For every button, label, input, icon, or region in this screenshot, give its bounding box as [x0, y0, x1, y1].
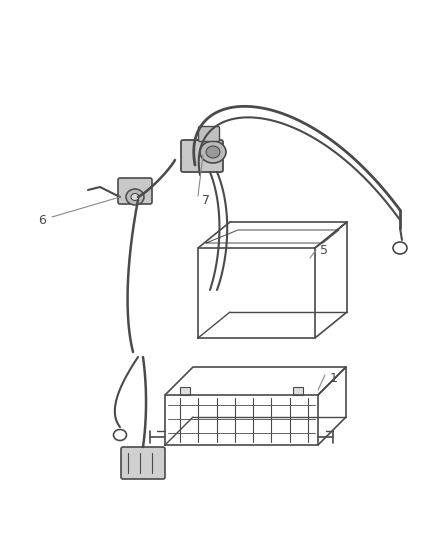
Bar [293, 387, 303, 395]
Bar [180, 387, 190, 395]
FancyBboxPatch shape [181, 140, 223, 172]
FancyBboxPatch shape [118, 178, 152, 204]
Ellipse shape [126, 189, 144, 205]
Ellipse shape [200, 141, 226, 163]
Text: 1: 1 [330, 372, 338, 384]
FancyBboxPatch shape [198, 126, 219, 141]
Ellipse shape [131, 193, 139, 200]
Text: 5: 5 [320, 244, 328, 256]
FancyBboxPatch shape [121, 447, 165, 479]
Text: 7: 7 [202, 193, 210, 206]
Ellipse shape [206, 146, 220, 158]
Text: 6: 6 [38, 214, 46, 227]
